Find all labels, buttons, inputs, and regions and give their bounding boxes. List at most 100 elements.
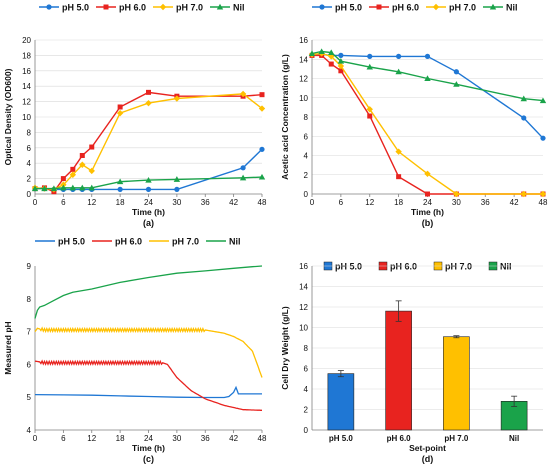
x-axis-label: Time (h) (132, 207, 165, 217)
y-tick-label: 0 (304, 190, 309, 199)
data-point-marker (432, 3, 440, 11)
series-line (34, 385, 262, 399)
y-tick-label: 16 (299, 262, 308, 271)
data-point-marker (258, 105, 266, 112)
data-point-marker (453, 69, 459, 75)
data-point-marker (318, 48, 325, 55)
data-point-marker (239, 90, 247, 98)
data-point-marker (116, 178, 124, 185)
legend: pH 5.0 pH 6.0 pH 7.0 Nil (35, 237, 241, 247)
x-tick-label: 24 (144, 434, 153, 443)
data-point-marker (60, 184, 67, 191)
series-nil (308, 48, 547, 104)
x-tick-label: pH 7.0 (444, 434, 469, 443)
data-point-marker (395, 68, 402, 75)
data-point-marker (338, 52, 344, 59)
data-point-marker (396, 53, 402, 59)
data-point-marker (216, 3, 224, 10)
panel-label: (c) (143, 454, 154, 464)
y-tick-label: 2 (27, 175, 32, 184)
y-tick-label: 0 (304, 426, 309, 435)
legend-label: pH 5.0 (58, 237, 85, 247)
data-point-marker (337, 57, 345, 64)
data-point-marker (116, 109, 124, 117)
y-tick-label: 10 (299, 94, 308, 103)
series-nil (34, 265, 263, 319)
bar (327, 373, 355, 431)
legend: pH 5.0 pH 6.0 pH 7.0 Nil (312, 3, 518, 13)
series-ph-6-0 (34, 359, 262, 411)
x-tick-label: 6 (339, 198, 344, 207)
y-tick-label: 2 (304, 406, 309, 415)
data-point-marker (88, 167, 95, 175)
bar (385, 310, 412, 431)
data-point-marker (41, 185, 48, 192)
series-ph-7-0 (308, 50, 547, 198)
y-tick-label: 4 (27, 159, 32, 168)
y-tick-label: 14 (299, 55, 308, 64)
legend: pH 5.0 pH 6.0 pH 7.0 Nil (39, 3, 245, 13)
y-tick-label: 9 (27, 262, 32, 271)
x-tick-label: 30 (452, 198, 461, 207)
data-point-marker (540, 135, 546, 141)
y-tick-label: 16 (299, 36, 308, 45)
data-point-marker (366, 106, 373, 113)
y-tick-label: 4 (304, 152, 309, 161)
x-tick-label: 12 (87, 198, 96, 207)
data-point-marker (328, 61, 334, 67)
panel-label: (d) (422, 454, 434, 464)
error-bar (337, 370, 344, 378)
data-point-marker (424, 75, 431, 81)
data-point-marker (520, 190, 527, 198)
legend-label: pH 6.0 (392, 3, 419, 13)
y-tick-label: 8 (304, 113, 309, 122)
x-tick-label: 0 (310, 198, 315, 207)
data-point-marker (319, 4, 325, 10)
y-axis-label: Measured pH (3, 321, 13, 374)
y-tick-label: 7 (27, 328, 32, 337)
series-nil (31, 173, 266, 192)
y-axis-label: Cell Dry Weight (g/L) (280, 306, 290, 390)
y-tick-label: 14 (22, 82, 31, 91)
y-tick-label: 14 (299, 283, 308, 292)
data-point-marker (337, 62, 345, 70)
x-tick-label: pH 5.0 (329, 434, 354, 443)
data-point-marker (395, 148, 402, 155)
x-axis-label: Set-point (409, 443, 446, 453)
x-tick-label: 6 (61, 434, 66, 443)
x-tick-label: 0 (33, 434, 38, 443)
bar (443, 336, 470, 431)
series-line (311, 52, 543, 195)
y-tick-label: 12 (22, 98, 31, 107)
x-tick-label: 42 (229, 198, 238, 207)
legend-label: pH 7.0 (176, 3, 203, 13)
data-point-marker (520, 95, 527, 102)
y-tick-label: 2 (304, 171, 309, 180)
x-tick-label: 42 (510, 198, 519, 207)
data-point-marker (145, 186, 152, 192)
x-tick-label: 48 (539, 198, 548, 207)
data-point-marker (424, 53, 431, 59)
x-tick-label: 42 (229, 434, 238, 443)
data-point-marker (539, 190, 547, 198)
data-point-marker (79, 184, 86, 191)
legend-label: pH 6.0 (390, 262, 417, 272)
x-axis-label: Time (h) (132, 443, 165, 453)
data-point-marker (117, 104, 123, 110)
x-tick-label: 48 (258, 198, 267, 207)
series-ph-5-0 (34, 385, 262, 399)
series-ph-5-0 (32, 146, 265, 192)
data-point-marker (539, 97, 547, 104)
data-point-marker (50, 185, 58, 192)
legend: pH 5.0 pH 6.0 pH 7.0 Nil (323, 262, 512, 272)
data-point-marker (425, 191, 430, 197)
data-point-marker (79, 153, 85, 158)
data-point-marker (367, 113, 373, 119)
legend-label: Nil (233, 3, 245, 13)
data-point-marker (69, 184, 77, 191)
data-point-marker (308, 50, 316, 56)
y-tick-label: 18 (22, 51, 31, 60)
legend-label: Nil (506, 3, 518, 13)
y-tick-label: 0 (27, 190, 32, 199)
data-point-marker (146, 89, 151, 95)
